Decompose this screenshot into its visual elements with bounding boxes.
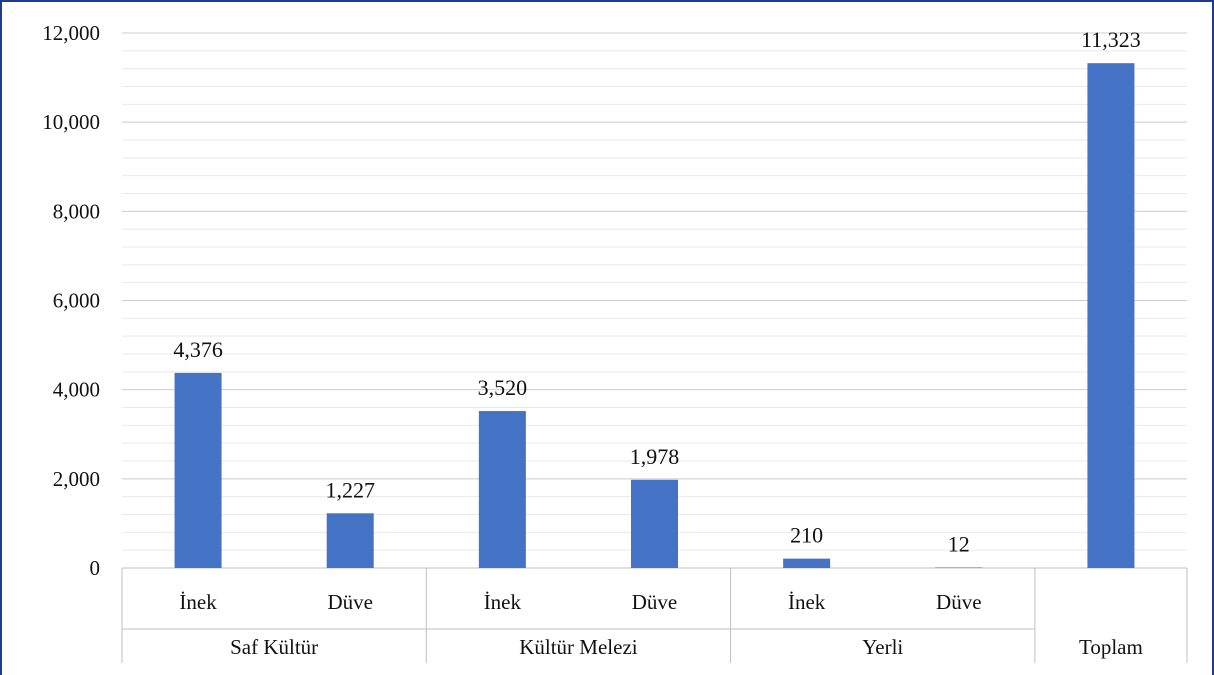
y-tick-label: 4,000 (53, 378, 100, 402)
y-tick-label: 6,000 (53, 289, 100, 313)
data-label: 1,227 (325, 477, 375, 502)
x-tick-label: İnek (179, 590, 217, 614)
data-label: 11,323 (1081, 27, 1141, 52)
y-tick-label: 8,000 (53, 199, 100, 223)
group-label: Yerli (862, 635, 903, 659)
data-label: 1,978 (630, 444, 680, 469)
group-label: Kültür Melezi (519, 635, 638, 659)
bar (1087, 63, 1135, 568)
data-label: 3,520 (478, 375, 528, 400)
bar (174, 372, 222, 568)
x-tick-label: Düve (936, 590, 982, 614)
bar (935, 567, 983, 568)
bar (783, 558, 831, 568)
x-tick-label: Düve (327, 590, 373, 614)
y-tick-label: 2,000 (53, 467, 100, 491)
data-label: 12 (948, 531, 970, 556)
x-tick-label: İnek (484, 590, 522, 614)
bar (326, 513, 374, 568)
bar (478, 411, 526, 568)
y-tick-label: 12,000 (42, 21, 100, 45)
data-label: 4,376 (173, 337, 223, 362)
data-label: 210 (790, 523, 823, 548)
x-tick-label: İnek (788, 590, 826, 614)
group-label: Toplam (1079, 635, 1143, 659)
x-tick-label: Düve (632, 590, 678, 614)
group-label: Saf Kültür (230, 635, 318, 659)
y-tick-label: 10,000 (42, 110, 100, 134)
bar (631, 479, 678, 568)
y-tick-label: 0 (90, 556, 101, 580)
